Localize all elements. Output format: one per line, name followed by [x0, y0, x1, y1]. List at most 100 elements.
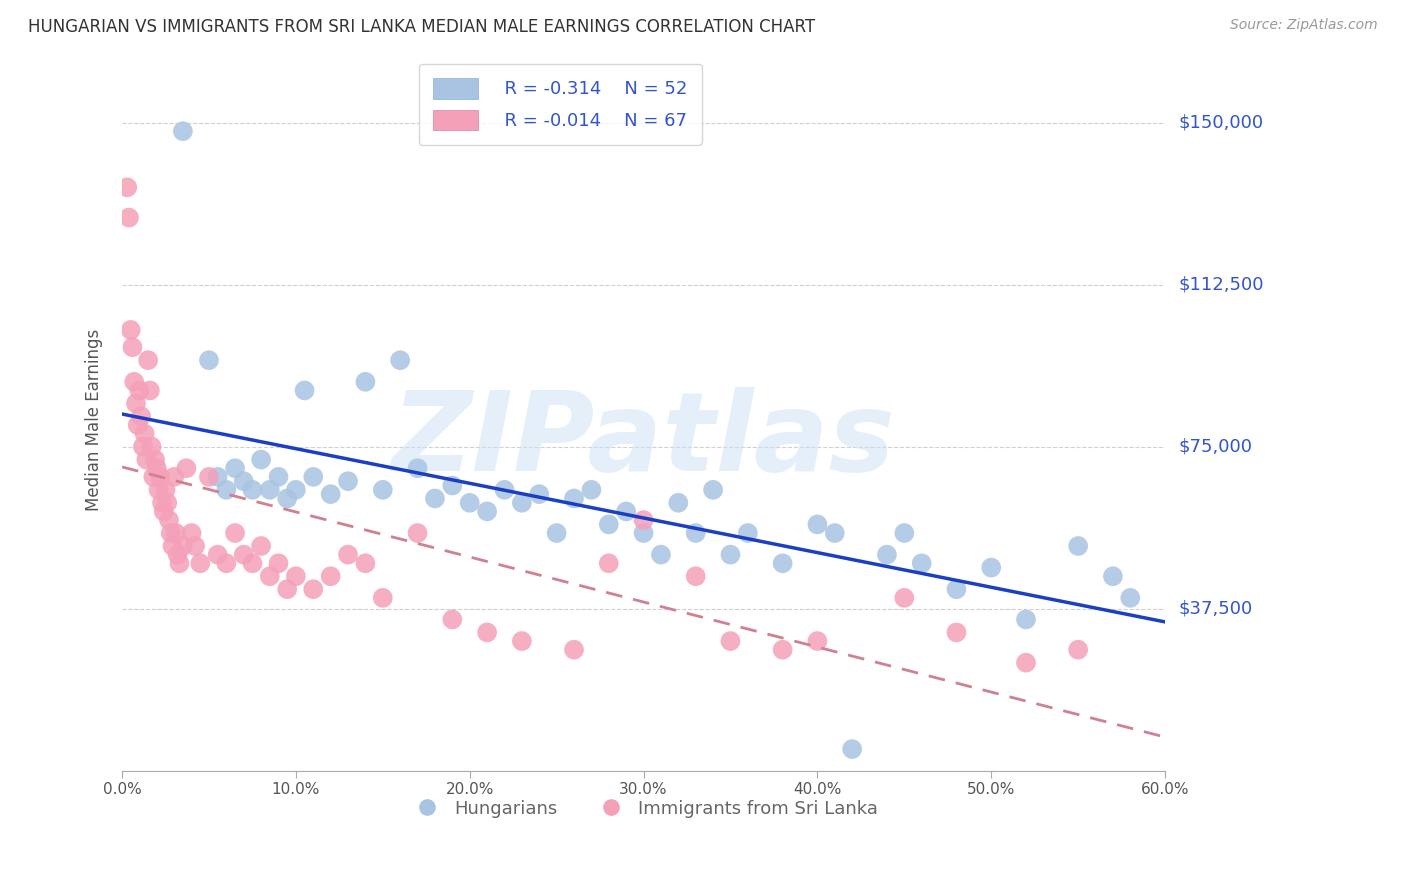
- Point: [207, 470, 229, 484]
- Point: [562, 491, 585, 506]
- Point: [198, 470, 221, 484]
- Point: [389, 353, 412, 368]
- Point: [176, 461, 198, 475]
- Point: [633, 526, 655, 541]
- Point: [494, 483, 516, 497]
- Point: [150, 496, 173, 510]
- Point: [118, 211, 141, 225]
- Point: [650, 548, 672, 562]
- Point: [685, 569, 707, 583]
- Point: [294, 384, 316, 398]
- Point: [139, 384, 162, 398]
- Point: [135, 452, 157, 467]
- Point: [893, 591, 915, 605]
- Point: [614, 504, 637, 518]
- Point: [876, 548, 898, 562]
- Point: [224, 526, 246, 541]
- Point: [423, 491, 446, 506]
- Point: [841, 742, 863, 756]
- Text: HUNGARIAN VS IMMIGRANTS FROM SRI LANKA MEDIAN MALE EARNINGS CORRELATION CHART: HUNGARIAN VS IMMIGRANTS FROM SRI LANKA M…: [28, 18, 815, 36]
- Point: [806, 634, 828, 648]
- Point: [180, 526, 202, 541]
- Point: [529, 487, 551, 501]
- Point: [475, 625, 498, 640]
- Point: [215, 556, 238, 570]
- Point: [188, 556, 211, 570]
- Point: [1067, 642, 1090, 657]
- Point: [284, 569, 307, 583]
- Point: [319, 487, 342, 501]
- Point: [510, 634, 533, 648]
- Point: [772, 556, 794, 570]
- Point: [633, 513, 655, 527]
- Text: $37,500: $37,500: [1180, 599, 1253, 617]
- Point: [163, 470, 186, 484]
- Point: [581, 483, 603, 497]
- Point: [172, 539, 194, 553]
- Text: Source: ZipAtlas.com: Source: ZipAtlas.com: [1230, 18, 1378, 32]
- Legend: Hungarians, Immigrants from Sri Lanka: Hungarians, Immigrants from Sri Lanka: [402, 792, 886, 825]
- Text: ZIPatlas: ZIPatlas: [392, 387, 896, 494]
- Point: [127, 417, 149, 432]
- Point: [302, 470, 325, 484]
- Point: [165, 526, 187, 541]
- Point: [155, 483, 177, 497]
- Point: [284, 483, 307, 497]
- Point: [207, 548, 229, 562]
- Point: [945, 582, 967, 597]
- Point: [737, 526, 759, 541]
- Point: [1102, 569, 1125, 583]
- Point: [232, 474, 254, 488]
- Point: [117, 180, 139, 194]
- Point: [598, 556, 620, 570]
- Point: [371, 591, 394, 605]
- Point: [302, 582, 325, 597]
- Text: $112,500: $112,500: [1180, 276, 1264, 293]
- Point: [354, 556, 377, 570]
- Point: [122, 375, 145, 389]
- Point: [893, 526, 915, 541]
- Y-axis label: Median Male Earnings: Median Male Earnings: [86, 328, 103, 511]
- Point: [510, 496, 533, 510]
- Point: [276, 582, 298, 597]
- Point: [157, 513, 180, 527]
- Point: [250, 539, 273, 553]
- Point: [598, 517, 620, 532]
- Point: [250, 452, 273, 467]
- Point: [685, 526, 707, 541]
- Point: [319, 569, 342, 583]
- Point: [1119, 591, 1142, 605]
- Point: [259, 483, 281, 497]
- Point: [458, 496, 481, 510]
- Point: [824, 526, 846, 541]
- Point: [215, 483, 238, 497]
- Point: [159, 526, 181, 541]
- Point: [152, 504, 174, 518]
- Point: [772, 642, 794, 657]
- Point: [172, 124, 194, 138]
- Point: [162, 539, 184, 553]
- Point: [267, 556, 290, 570]
- Point: [702, 483, 724, 497]
- Point: [337, 548, 360, 562]
- Point: [259, 569, 281, 583]
- Point: [720, 548, 742, 562]
- Point: [806, 517, 828, 532]
- Point: [911, 556, 934, 570]
- Point: [562, 642, 585, 657]
- Point: [1015, 656, 1038, 670]
- Point: [146, 461, 169, 475]
- Point: [142, 470, 165, 484]
- Point: [121, 340, 143, 354]
- Point: [128, 384, 150, 398]
- Point: [406, 461, 429, 475]
- Point: [224, 461, 246, 475]
- Point: [980, 560, 1002, 574]
- Point: [120, 323, 142, 337]
- Point: [129, 409, 152, 424]
- Point: [242, 483, 264, 497]
- Point: [1067, 539, 1090, 553]
- Point: [132, 440, 155, 454]
- Point: [143, 452, 166, 467]
- Point: [156, 496, 179, 510]
